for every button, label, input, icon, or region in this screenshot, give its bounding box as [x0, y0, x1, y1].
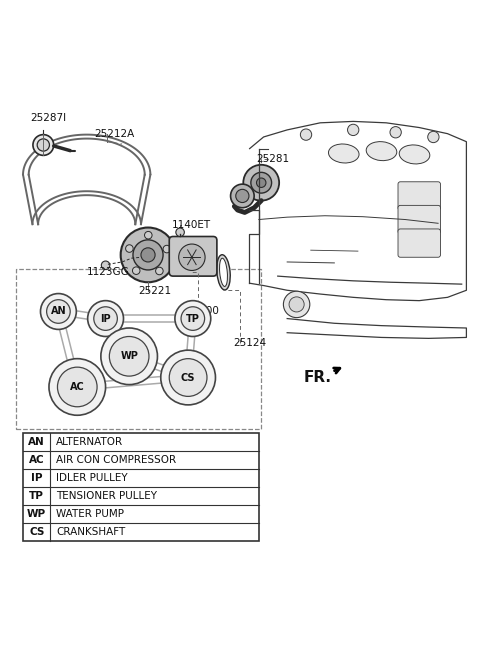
Circle shape	[144, 232, 152, 239]
Circle shape	[251, 173, 272, 193]
Text: AC: AC	[70, 382, 84, 392]
Ellipse shape	[217, 255, 230, 290]
Circle shape	[181, 307, 204, 331]
Circle shape	[101, 328, 157, 384]
Bar	[16, 269, 261, 430]
Circle shape	[37, 139, 49, 151]
Circle shape	[156, 267, 163, 275]
Circle shape	[230, 184, 254, 208]
Text: ALTERNATOR: ALTERNATOR	[56, 437, 123, 447]
FancyBboxPatch shape	[398, 229, 441, 257]
Circle shape	[179, 244, 205, 270]
Text: TENSIONER PULLEY: TENSIONER PULLEY	[56, 491, 157, 501]
Text: AC: AC	[29, 455, 45, 465]
Circle shape	[289, 297, 304, 312]
Circle shape	[390, 127, 401, 138]
FancyBboxPatch shape	[398, 182, 441, 210]
FancyBboxPatch shape	[398, 205, 441, 234]
Text: AN: AN	[28, 437, 45, 447]
Circle shape	[163, 245, 170, 253]
Text: TP: TP	[186, 314, 200, 323]
Circle shape	[428, 131, 439, 142]
Circle shape	[300, 129, 312, 140]
Circle shape	[47, 300, 70, 323]
Text: IDLER PULLEY: IDLER PULLEY	[56, 473, 128, 483]
Text: 25212A: 25212A	[94, 129, 134, 138]
Circle shape	[40, 294, 76, 329]
Circle shape	[236, 190, 249, 203]
FancyBboxPatch shape	[169, 237, 217, 276]
Circle shape	[141, 248, 155, 262]
Ellipse shape	[328, 144, 359, 163]
Text: AIR CON COMPRESSOR: AIR CON COMPRESSOR	[56, 455, 176, 465]
Circle shape	[109, 337, 149, 376]
Text: IP: IP	[100, 314, 111, 323]
Circle shape	[101, 261, 110, 270]
Text: TP: TP	[29, 491, 44, 501]
Text: 25124: 25124	[233, 338, 266, 348]
Circle shape	[175, 300, 211, 337]
Text: CS: CS	[181, 373, 195, 382]
Text: 25221: 25221	[139, 286, 172, 297]
Circle shape	[348, 124, 359, 136]
Ellipse shape	[399, 145, 430, 164]
Circle shape	[176, 228, 184, 237]
Circle shape	[126, 245, 133, 253]
Circle shape	[58, 367, 97, 407]
Ellipse shape	[219, 258, 228, 287]
Circle shape	[120, 228, 175, 282]
Circle shape	[256, 178, 266, 188]
Circle shape	[49, 359, 106, 415]
Text: 25100: 25100	[186, 306, 218, 316]
Ellipse shape	[366, 142, 397, 161]
Text: WP: WP	[120, 352, 138, 361]
Text: IP: IP	[31, 473, 42, 483]
Circle shape	[33, 134, 54, 155]
Text: CS: CS	[29, 527, 44, 537]
Circle shape	[132, 267, 140, 274]
Text: WATER PUMP: WATER PUMP	[56, 509, 124, 519]
Text: 1123GG: 1123GG	[87, 268, 130, 277]
Text: 25287I: 25287I	[30, 113, 66, 123]
Text: 25281: 25281	[256, 154, 289, 164]
Bar	[23, 433, 259, 541]
Circle shape	[243, 165, 279, 201]
Text: CRANKSHAFT: CRANKSHAFT	[56, 527, 125, 537]
Text: 1140ET: 1140ET	[172, 220, 211, 230]
Circle shape	[169, 359, 207, 396]
Text: AN: AN	[50, 306, 66, 316]
Circle shape	[88, 300, 123, 337]
Text: FR.: FR.	[304, 370, 332, 385]
Text: WP: WP	[27, 509, 46, 519]
Circle shape	[283, 291, 310, 318]
Circle shape	[94, 307, 118, 331]
Circle shape	[133, 240, 163, 270]
Circle shape	[161, 350, 216, 405]
